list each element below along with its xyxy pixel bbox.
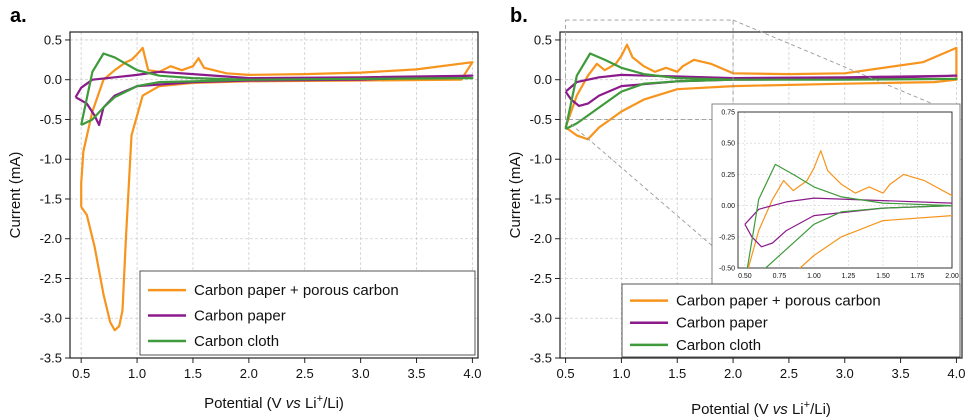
y-tick-label: -3.5 xyxy=(40,351,62,366)
y-tick-label: -0.5 xyxy=(40,112,62,127)
panel-label: b. xyxy=(510,5,528,27)
inset-y-tick-label: 0.75 xyxy=(721,110,735,117)
inset-x-tick-label: 2.00 xyxy=(945,273,959,280)
inset-series-line-orange xyxy=(747,150,952,268)
y-tick-label: -1.5 xyxy=(530,191,552,206)
y-tick-label: -2.0 xyxy=(40,231,62,246)
y-tick-label: -2.0 xyxy=(530,231,552,246)
y-tick-label: 0.0 xyxy=(534,72,552,87)
y-tick-label: -2.5 xyxy=(530,271,552,286)
x-axis-label-part: + xyxy=(804,399,810,411)
series-line-green xyxy=(80,52,474,126)
x-tick-label: 1.0 xyxy=(128,366,146,381)
series-line-orange xyxy=(80,46,474,332)
x-tick-label: 3.0 xyxy=(352,366,370,381)
y-tick-label: -3.0 xyxy=(40,311,62,326)
zoom-box xyxy=(565,19,734,120)
x-tick-label: 2.5 xyxy=(296,366,314,381)
x-tick-label: 3.5 xyxy=(892,366,910,381)
inset-background xyxy=(711,103,961,285)
x-tick-label: 2.0 xyxy=(724,366,742,381)
x-tick-label: 4.0 xyxy=(463,366,481,381)
y-axis-label: Current (mA) xyxy=(507,152,524,239)
legend-label: Carbon paper + porous carbon xyxy=(676,293,881,310)
x-axis-label-part: Li xyxy=(301,395,317,412)
inset-series-line-green xyxy=(746,163,952,268)
inset-x-tick-label: 1.25 xyxy=(842,273,856,280)
legend-label: Carbon paper + porous carbon xyxy=(194,282,399,299)
x-tick-label: 4.0 xyxy=(947,366,965,381)
x-axis-label-part: vs xyxy=(773,401,789,418)
y-tick-label: 0.5 xyxy=(44,32,62,47)
y-axis-label: Current (mA) xyxy=(7,152,24,239)
legend: Carbon paper + porous carbon Carbon paper… xyxy=(139,270,476,356)
legend-label: Carbon cloth xyxy=(676,337,761,354)
x-tick-label: 0.5 xyxy=(557,366,575,381)
y-tick-label: -0.5 xyxy=(530,112,552,127)
legend: Carbon paper + porous carbon Carbon paper… xyxy=(621,283,961,358)
x-axis-label-part: Li xyxy=(788,401,804,418)
panel-label: a. xyxy=(10,5,27,27)
x-tick-label: 3.0 xyxy=(836,366,854,381)
zoom-connector xyxy=(565,119,739,269)
inset-x-tick-label: 0.75 xyxy=(773,273,787,280)
x-tick-label: 0.5 xyxy=(72,366,90,381)
inset-y-tick-label: 0.25 xyxy=(721,172,735,179)
x-tick-label: 3.5 xyxy=(407,366,425,381)
x-axis-label: Potential (V vs Li+/Li) xyxy=(691,399,831,418)
y-tick-label: -1.0 xyxy=(40,152,62,167)
inset-x-tick-label: 1.00 xyxy=(807,273,821,280)
y-tick-label: -1.0 xyxy=(530,152,552,167)
x-axis-label-part: + xyxy=(317,393,323,405)
y-tick-label: -1.5 xyxy=(40,191,62,206)
x-axis-label-part: vs xyxy=(286,395,302,412)
x-tick-label: 1.5 xyxy=(668,366,686,381)
x-tick-label: 2.0 xyxy=(240,366,258,381)
inset-x-tick-label: 1.75 xyxy=(911,273,925,280)
x-tick-label: 2.5 xyxy=(780,366,798,381)
x-axis-label-part: Potential (V xyxy=(691,401,773,418)
x-axis-label-part: /Li) xyxy=(323,395,344,412)
x-tick-label: 1.5 xyxy=(184,366,202,381)
series-line-green xyxy=(564,52,958,130)
y-tick-label: -3.5 xyxy=(530,351,552,366)
zoom-connector xyxy=(732,19,953,113)
y-tick-label: 0.0 xyxy=(44,72,62,87)
inset-y-tick-label: 0.50 xyxy=(721,141,735,148)
x-axis-label: Potential (V vs Li+/Li) xyxy=(204,393,344,412)
inset-y-tick-label: 0.00 xyxy=(721,203,735,210)
x-axis-label-part: /Li) xyxy=(810,401,831,418)
legend-box xyxy=(621,283,961,358)
legend-label: Carbon paper xyxy=(194,308,286,325)
series-line-purple xyxy=(74,70,474,127)
y-tick-label: -3.0 xyxy=(530,311,552,326)
plot-frame xyxy=(69,31,479,359)
inset-y-tick-label: -0.25 xyxy=(719,234,735,241)
inset: 0.50 0.75 1.00 1.25 1.50 1.75 2.00 0.75 0.50 0.25… xyxy=(711,103,961,285)
x-tick-label: 1.0 xyxy=(612,366,630,381)
inset-x-tick-label: 0.50 xyxy=(738,273,752,280)
panel-b: b. 0.5 1.0 1.5 2.0 2.5 3.0 3.5 4.0 0.5 0.0 -0.5 -1.0… xyxy=(507,5,965,418)
y-tick-label: 0.5 xyxy=(534,32,552,47)
legend-label: Carbon paper xyxy=(676,315,768,332)
inset-x-tick-label: 1.50 xyxy=(876,273,890,280)
inset-frame xyxy=(737,111,953,269)
x-axis-label-part: Potential (V xyxy=(204,395,286,412)
legend-label: Carbon cloth xyxy=(194,333,279,350)
panel-a: a. 0.5 1.0 1.5 2.0 2.5 3.0 3.5 4.0 0.5 0.0 -0.5 -1.0… xyxy=(7,5,481,412)
y-tick-label: -2.5 xyxy=(40,271,62,286)
legend-box xyxy=(139,270,476,356)
inset-series-line-purple xyxy=(744,197,952,248)
inset-y-tick-label: -0.50 xyxy=(719,266,735,273)
